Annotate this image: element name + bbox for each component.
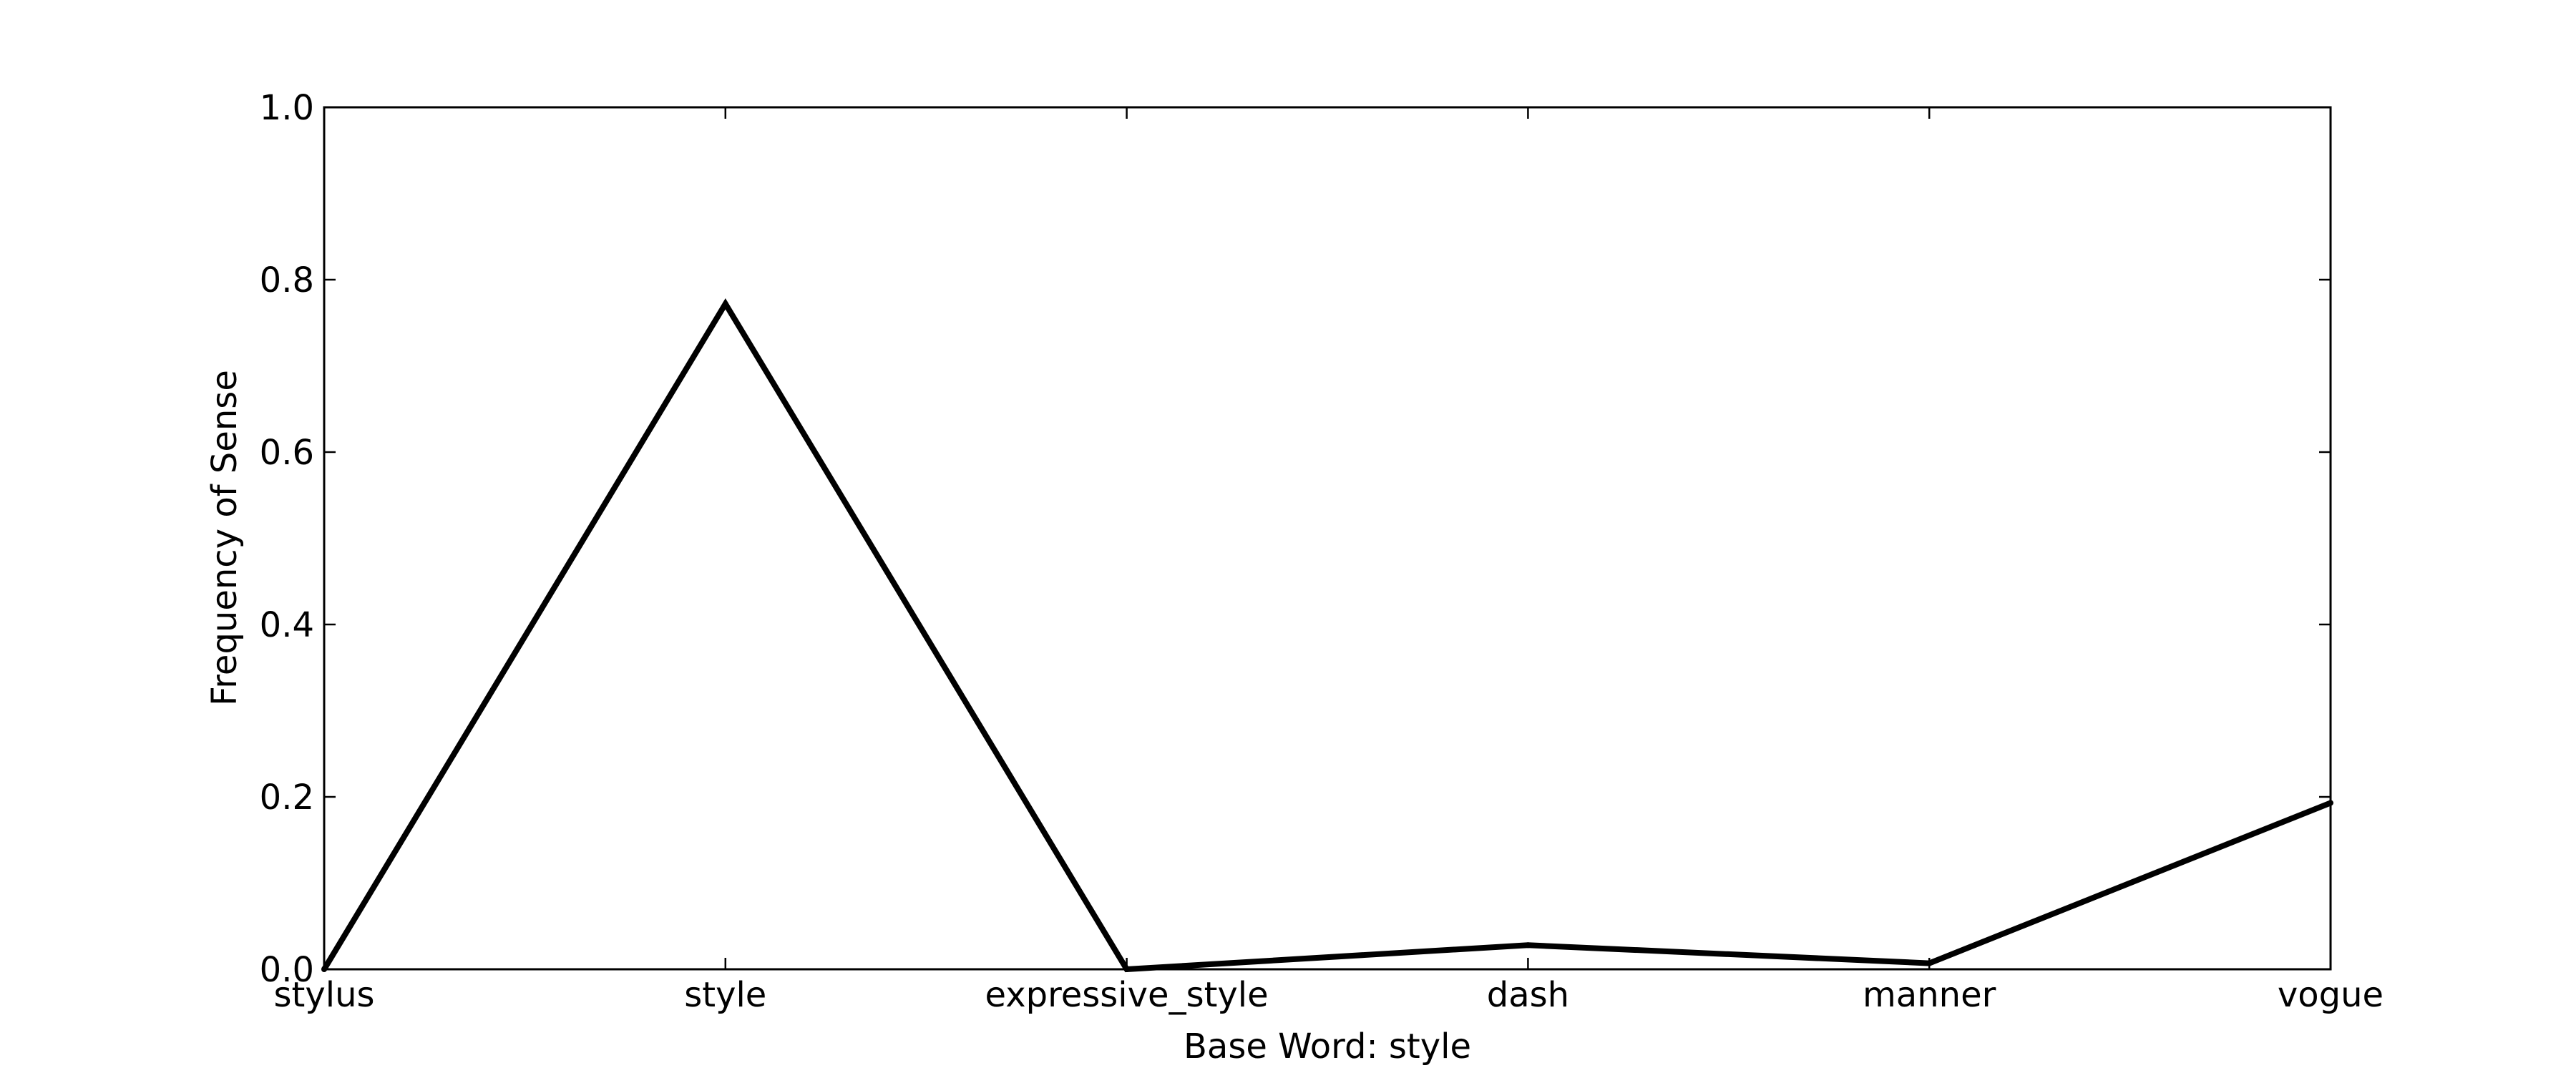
y-axis-label: Frequency of Sense [205, 370, 245, 706]
series-group [321, 298, 2333, 973]
x-tick-label: style [684, 975, 766, 1015]
y-tick-label: 1.0 [260, 88, 314, 128]
y-tick-label: 0.4 [260, 605, 314, 645]
x-axis-ticks: stylus style expressive_style dash manner vog… [274, 107, 2384, 1015]
y-axis-ticks: 0.0 0.2 0.4 0.6 0.8 1.0 [260, 88, 2331, 990]
x-tick-label: vogue [2278, 975, 2384, 1015]
series-line [321, 298, 2332, 973]
x-tick-label: manner [1863, 975, 1996, 1015]
x-tick-label: dash [1487, 975, 1569, 1015]
x-axis-label: Base Word: style [1184, 1027, 1471, 1067]
y-tick-label: 0.8 [260, 260, 314, 300]
x-tick-label: expressive_style [985, 975, 1269, 1015]
x-tick-label: stylus [274, 975, 375, 1015]
data-point [722, 300, 728, 307]
y-tick-label: 0.6 [260, 433, 314, 473]
y-tick-label: 0.2 [260, 778, 314, 818]
plot-frame [323, 106, 2332, 971]
data-point [1926, 960, 1933, 966]
data-point [1525, 942, 1531, 949]
y-tick-label: 0.0 [260, 950, 314, 990]
